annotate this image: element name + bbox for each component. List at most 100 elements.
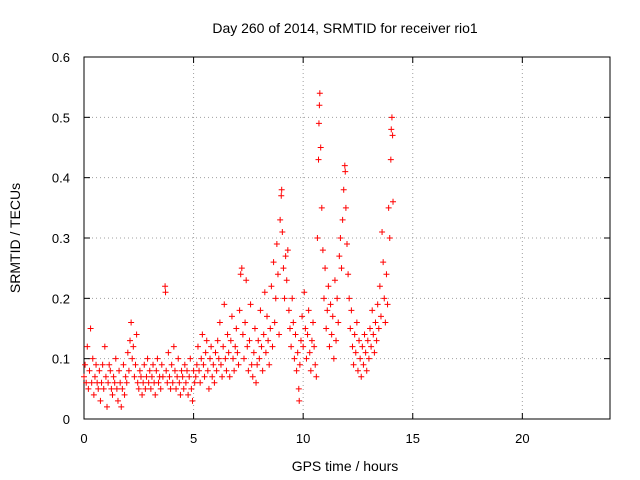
- data-point: [163, 367, 170, 374]
- data-point: [383, 271, 390, 278]
- data-point: [373, 337, 380, 344]
- data-point: [142, 385, 149, 392]
- data-point: [165, 349, 172, 356]
- data-point: [146, 367, 153, 374]
- data-point: [158, 361, 165, 368]
- data-point: [254, 361, 261, 368]
- data-point: [88, 379, 95, 386]
- data-point: [324, 307, 331, 314]
- data-point: [233, 325, 240, 332]
- data-point: [222, 355, 229, 362]
- data-point: [253, 379, 260, 386]
- data-point: [111, 379, 118, 386]
- data-point: [389, 132, 396, 139]
- data-point: [96, 367, 103, 374]
- data-point: [132, 361, 139, 368]
- data-point: [328, 331, 335, 338]
- data-point: [240, 355, 247, 362]
- data-point: [124, 349, 131, 356]
- data-point: [211, 379, 218, 386]
- data-point: [179, 373, 186, 380]
- data-point: [358, 373, 365, 380]
- data-point: [186, 373, 193, 380]
- data-point: [106, 361, 113, 368]
- data-point: [148, 373, 155, 380]
- data-point: [85, 385, 92, 392]
- data-point: [232, 343, 239, 350]
- data-point: [296, 397, 303, 404]
- data-point: [234, 349, 241, 356]
- data-point: [335, 319, 342, 326]
- data-point: [147, 385, 154, 392]
- data-point: [350, 361, 357, 368]
- data-point: [310, 319, 317, 326]
- data-point: [205, 385, 212, 392]
- data-point: [208, 343, 215, 350]
- data-point: [123, 379, 130, 386]
- data-point: [258, 343, 265, 350]
- data-point: [178, 367, 185, 374]
- data-point: [379, 228, 386, 235]
- data-point: [340, 186, 347, 193]
- data-point: [219, 373, 226, 380]
- data-point: [164, 379, 171, 386]
- data-point: [97, 397, 104, 404]
- data-point: [202, 349, 209, 356]
- data-point: [91, 373, 98, 380]
- data-point: [365, 355, 372, 362]
- data-point: [119, 385, 126, 392]
- data-point: [191, 379, 198, 386]
- data-point: [226, 373, 233, 380]
- data-point: [334, 295, 341, 302]
- data-point: [386, 235, 393, 241]
- data-point: [319, 247, 326, 254]
- data-point: [323, 325, 330, 332]
- data-point: [231, 367, 238, 374]
- data-point: [171, 367, 178, 374]
- data-point: [262, 349, 269, 356]
- data-point: [242, 319, 249, 326]
- data-point: [247, 301, 254, 308]
- data-point: [331, 277, 338, 284]
- y-tick-label: 0.5: [52, 110, 70, 125]
- data-point: [282, 253, 289, 260]
- data-point: [153, 367, 160, 374]
- data-point: [342, 168, 349, 175]
- y-tick-label: 0.2: [52, 291, 70, 306]
- x-tick-label: 15: [406, 431, 420, 446]
- data-point: [200, 361, 207, 368]
- data-point: [278, 186, 285, 193]
- data-point: [109, 391, 116, 398]
- data-point: [303, 355, 310, 362]
- data-point: [187, 355, 194, 362]
- data-point: [288, 343, 295, 350]
- data-point: [224, 331, 231, 338]
- data-point: [199, 331, 206, 338]
- data-point: [95, 385, 102, 392]
- data-point: [375, 325, 382, 332]
- data-point: [283, 277, 290, 284]
- data-point: [249, 373, 256, 380]
- data-point: [225, 349, 232, 356]
- data-point: [198, 355, 205, 362]
- data-point: [130, 343, 137, 350]
- data-point: [376, 283, 383, 290]
- data-point: [239, 331, 246, 338]
- data-point: [86, 367, 93, 374]
- data-point: [197, 379, 204, 386]
- data-point: [144, 355, 151, 362]
- data-point: [341, 162, 348, 169]
- data-point: [125, 367, 132, 374]
- grid-lines: [84, 57, 610, 419]
- data-point: [318, 204, 325, 211]
- data-point: [333, 337, 340, 344]
- data-point: [108, 385, 115, 392]
- data-point: [325, 283, 332, 290]
- data-point: [268, 283, 275, 290]
- data-point: [248, 361, 255, 368]
- data-point: [237, 271, 244, 278]
- data-point: [320, 295, 327, 302]
- data-point: [339, 216, 346, 223]
- data-point: [330, 355, 337, 362]
- data-point: [188, 385, 195, 392]
